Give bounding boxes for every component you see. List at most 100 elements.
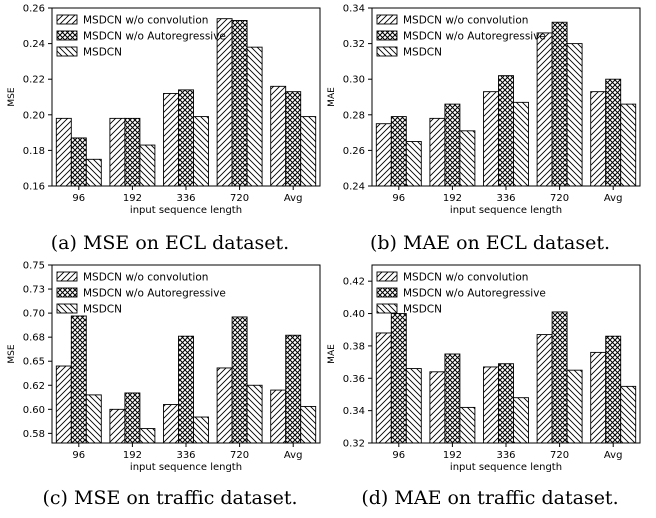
bar-c-s0-192	[109, 408, 126, 443]
legend-swatch-b-2	[376, 46, 398, 57]
xaxis-label-a: input sequence length	[130, 205, 242, 216]
bar-b-s0-96	[375, 123, 392, 186]
legend-label-b-2: MSDCN	[403, 47, 442, 59]
bar-a-s2-192	[139, 144, 156, 186]
bars-c	[55, 315, 317, 443]
bar-a-s0-Avg	[270, 85, 287, 186]
bars-b	[375, 21, 637, 186]
bar-a-s1-Avg	[285, 91, 302, 186]
bar-b-s0-192	[429, 117, 446, 186]
xtick-label-b-4: Avg	[604, 193, 623, 204]
ytick-label-a-1: 0.18	[23, 146, 45, 157]
legend-swatch-d-2	[376, 303, 398, 314]
bar-b-s2-336	[513, 101, 529, 186]
bar-c-s0-Avg	[270, 389, 287, 443]
ytick-label-c-1: 0.60	[23, 405, 45, 416]
ytick-label-d-2: 0.36	[343, 374, 365, 385]
bar-a-s1-192	[124, 117, 141, 186]
legend-label-c-0: MSDCN w/o convolution	[83, 272, 208, 284]
bar-a-s2-Avg	[300, 116, 317, 186]
bar-a-s1-720	[231, 20, 248, 186]
bar-d-s0-Avg	[590, 351, 607, 443]
xtick-label-d-0: 96	[392, 450, 405, 461]
bar-c-s2-192	[139, 428, 156, 443]
bar-d-s0-336	[483, 366, 499, 443]
bar-d-s0-720	[536, 334, 553, 443]
legend-label-c-1: MSDCN w/o Autoregressive	[83, 288, 226, 300]
bar-b-s2-720	[566, 43, 583, 186]
bar-b-s1-Avg	[605, 78, 622, 186]
bar-c-s1-192	[124, 392, 141, 443]
bar-b-s1-96	[390, 116, 407, 186]
bar-a-s1-96	[70, 137, 87, 186]
xtick-label-c-3: 720	[230, 450, 249, 461]
bar-a-s2-720	[246, 46, 263, 186]
xtick-label-c-0: 96	[72, 450, 85, 461]
ytick-label-b-5: 0.34	[343, 4, 365, 15]
legend-swatch-a-0	[56, 14, 78, 25]
legend-c: MSDCN w/o convolution MSDCN w/o Autoregre…	[56, 272, 226, 316]
bar-a-s0-192	[109, 117, 126, 186]
ytick-label-b-4: 0.32	[343, 39, 365, 50]
xtick-label-b-3: 720	[550, 193, 569, 204]
ytick-label-d-3: 0.38	[343, 341, 365, 352]
bar-b-s1-192	[444, 103, 461, 186]
legend-label-b-1: MSDCN w/o Autoregressive	[403, 31, 546, 43]
bar-d-s2-96	[405, 368, 422, 443]
ytick-label-c-4: 0.68	[23, 333, 45, 344]
bar-c-s1-Avg	[285, 334, 302, 443]
ytick-label-c-6: 0.73	[23, 285, 45, 296]
ytick-label-d-5: 0.42	[343, 277, 365, 288]
xtick-label-d-4: Avg	[604, 450, 623, 461]
chart-a: 0.16 0.18 0.20 0.22 0.24 0.26 96 192 336 720 Avg in…	[7, 4, 321, 216]
bar-b-s2-Avg	[620, 103, 637, 186]
xtick-label-c-1: 192	[123, 450, 142, 461]
ytick-label-b-0: 0.24	[343, 182, 365, 193]
ytick-label-c-2: 0.62	[23, 381, 45, 392]
chart-d: 0.32 0.34 0.36 0.38 0.40 0.42 96 192 336 720 Avg in…	[327, 264, 641, 473]
bar-c-s1-336	[178, 335, 194, 443]
bar-a-s0-336	[163, 92, 179, 186]
bar-d-s1-720	[551, 311, 568, 443]
yaxis-label-d: MAE	[327, 344, 337, 364]
bar-b-s0-336	[483, 91, 499, 186]
bars-d	[375, 311, 637, 443]
bar-a-s1-336	[178, 89, 194, 186]
ytick-label-b-1: 0.26	[343, 146, 365, 157]
caption-d: (d) MAE on traffic dataset.	[361, 487, 619, 509]
legend-swatch-a-2	[56, 46, 78, 57]
xtick-label-d-1: 192	[443, 450, 462, 461]
ytick-label-c-0: 0.58	[23, 429, 45, 440]
ytick-label-d-1: 0.34	[343, 406, 365, 417]
bar-d-s1-336	[498, 363, 514, 443]
legend-label-d-1: MSDCN w/o Autoregressive	[403, 288, 546, 300]
bar-c-s0-720	[216, 367, 233, 443]
xtick-label-a-0: 96	[72, 193, 85, 204]
bar-c-s2-Avg	[300, 405, 317, 443]
bar-a-s2-336	[193, 116, 209, 186]
ytick-label-d-4: 0.40	[343, 309, 365, 320]
xaxis-label-b: input sequence length	[450, 205, 562, 216]
xtick-label-c-2: 336	[176, 450, 195, 461]
legend-label-d-2: MSDCN	[403, 304, 442, 316]
bar-b-s1-336	[498, 75, 514, 186]
chart-b: 0.24 0.26 0.28 0.30 0.32 0.34 96 192 336 720 Avg in…	[327, 4, 641, 216]
legend-a: MSDCN w/o convolution MSDCN w/o Autoregre…	[56, 14, 226, 59]
ytick-label-d-0: 0.32	[343, 439, 365, 450]
bar-c-s2-720	[246, 384, 263, 443]
xtick-label-a-3: 720	[230, 193, 249, 204]
xtick-label-b-0: 96	[392, 193, 405, 204]
legend-swatch-d-0	[376, 271, 398, 282]
bar-a-s2-96	[85, 158, 102, 186]
bars-a	[55, 18, 317, 186]
xtick-label-a-2: 336	[176, 193, 195, 204]
ytick-label-c-5: 0.70	[23, 309, 45, 320]
bar-d-s2-336	[513, 397, 529, 443]
bar-c-s1-96	[70, 315, 87, 443]
bar-a-s0-720	[216, 18, 233, 186]
legend-swatch-b-0	[376, 14, 398, 25]
xtick-label-a-4: Avg	[284, 193, 303, 204]
bar-b-s1-720	[551, 21, 568, 186]
